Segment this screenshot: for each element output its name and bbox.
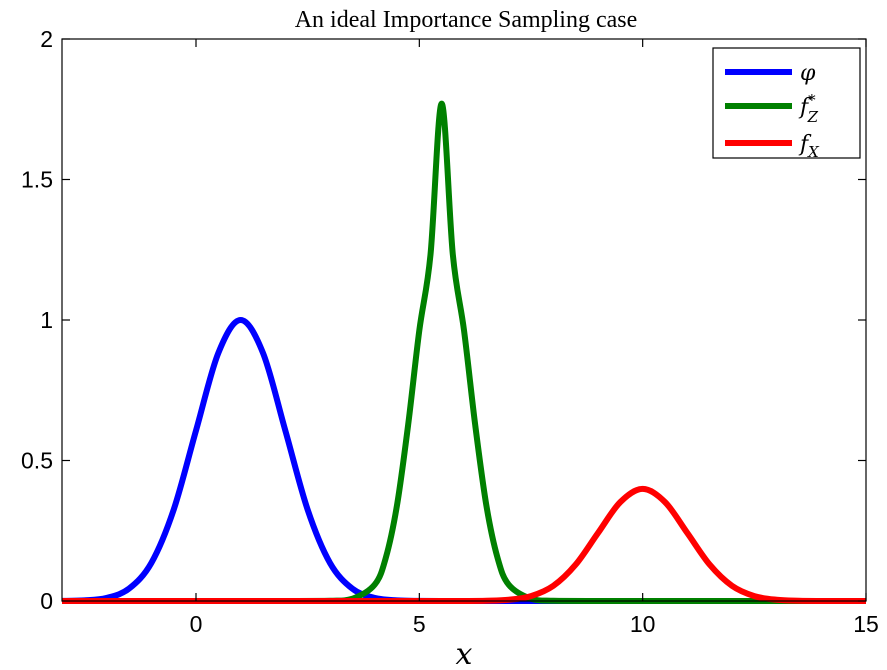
x-axis-label: x: [456, 637, 473, 670]
y-tick-label: 2: [40, 26, 53, 52]
legend-label-1: f* Z: [798, 91, 819, 126]
legend: φf* ZfX: [712, 47, 861, 161]
tick-labels-layer: 0 5 10 15 0 0.5 1 1.5 2: [21, 26, 879, 637]
x-tick-label: 10: [630, 611, 656, 637]
y-tick-label: 1: [40, 307, 53, 333]
series-line-0: [61, 317, 866, 604]
series-layer: [61, 100, 867, 605]
y-tick-label: 0: [40, 588, 53, 614]
series-line-2: [62, 485, 867, 605]
x-tick-label: 0: [190, 611, 203, 637]
series-line-1: [62, 100, 866, 605]
chart-title: An ideal Importance Sampling case: [295, 7, 638, 33]
y-tick-label: 1.5: [21, 167, 53, 193]
legend-label-0: φ: [800, 61, 816, 86]
x-tick-label: 5: [413, 611, 426, 637]
ticks-layer: [62, 38, 867, 602]
y-tick-label: 0.5: [21, 448, 53, 474]
x-tick-label: 15: [853, 611, 879, 637]
